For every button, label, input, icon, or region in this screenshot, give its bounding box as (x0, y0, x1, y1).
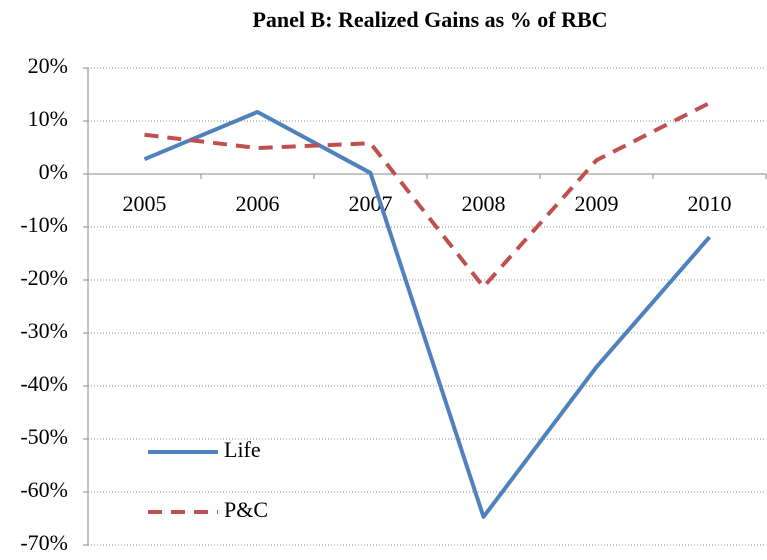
y-tick-label: 20% (28, 53, 68, 78)
legend-label: P&C (224, 497, 268, 522)
y-tick-label: 10% (28, 106, 68, 131)
y-tick-label: -20% (20, 265, 68, 290)
x-tick-label: 2008 (462, 191, 506, 216)
x-tick-label: 2007 (349, 191, 393, 216)
line-series (144, 101, 711, 289)
y-tick-label: -30% (20, 318, 68, 343)
x-tick-label: 2010 (688, 191, 732, 216)
y-tick-label: -50% (20, 424, 68, 449)
chart-title: Panel B: Realized Gains as % of RBC (252, 7, 607, 32)
legend-label: Life (224, 437, 261, 462)
x-tick-label: 2005 (123, 191, 167, 216)
line-series (143, 109, 712, 519)
y-tick-label: 0% (39, 159, 68, 184)
x-tick-label: 2006 (236, 191, 280, 216)
x-tick-label: 2009 (575, 191, 619, 216)
y-tick-label: -60% (20, 477, 68, 502)
y-tick-label: -10% (20, 212, 68, 237)
y-tick-label: -70% (20, 530, 68, 555)
y-tick-label: -40% (20, 371, 68, 396)
